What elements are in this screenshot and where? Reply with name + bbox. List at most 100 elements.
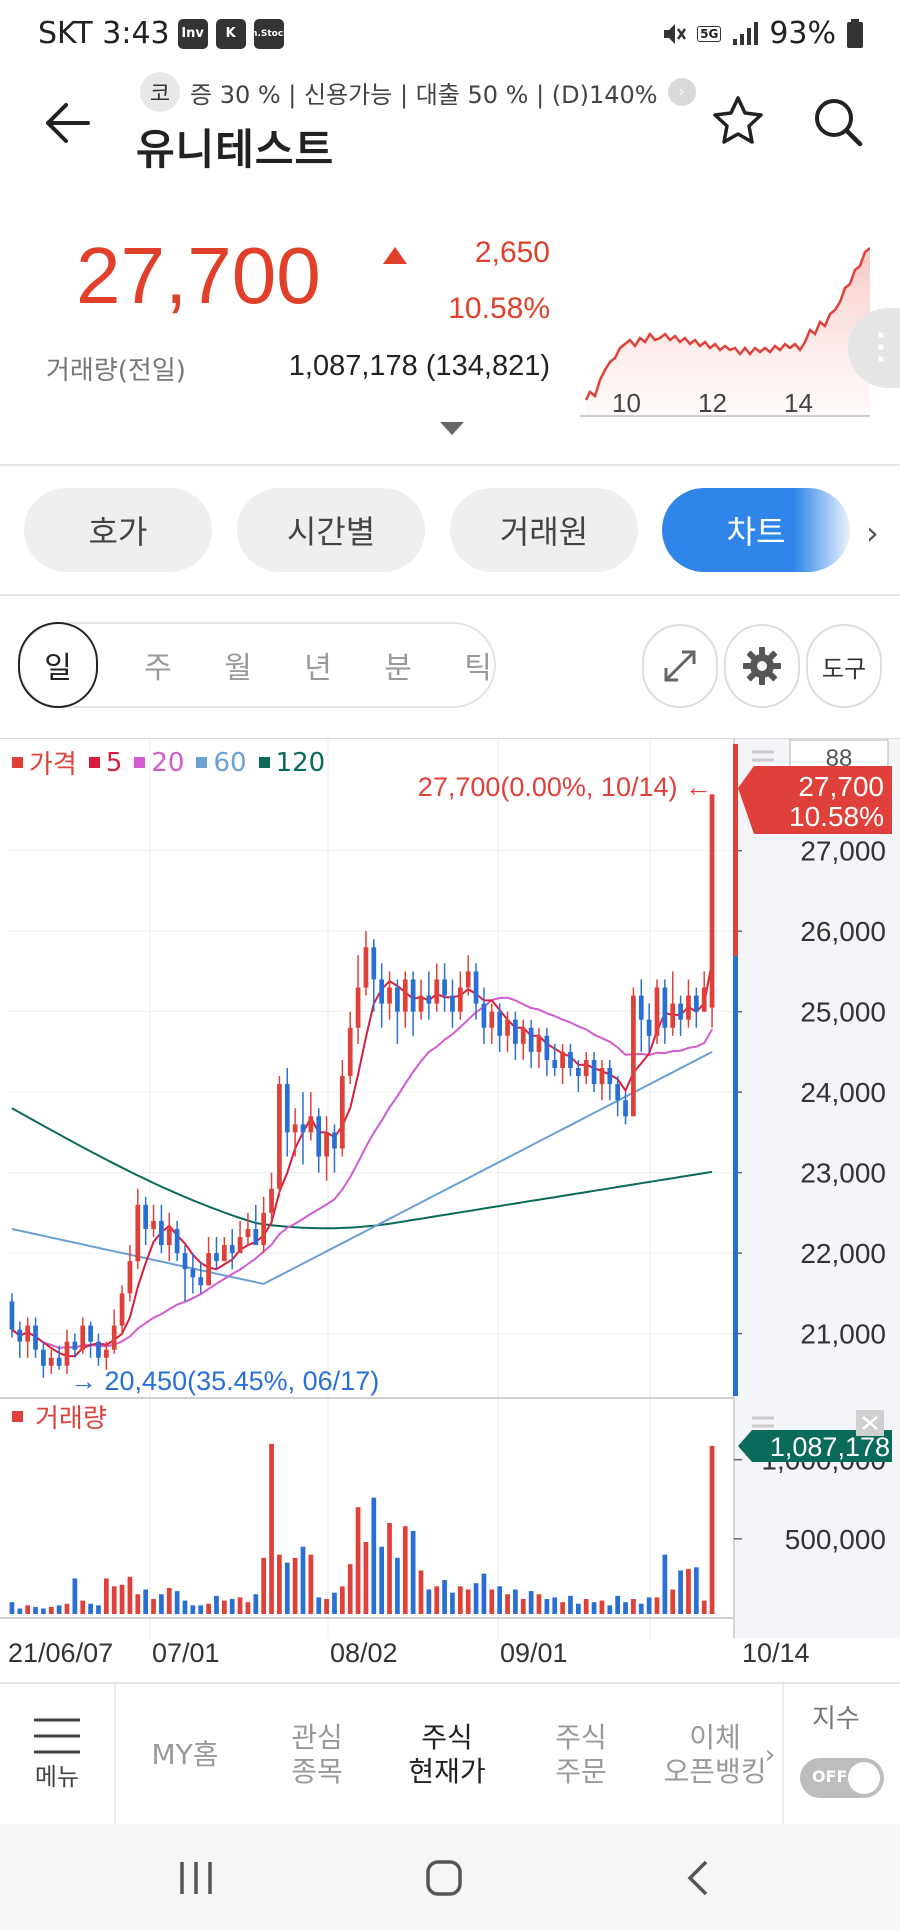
nav-my-home[interactable]: MY홈 (151, 1738, 219, 1771)
drawing-tools-button[interactable]: 도구 (806, 624, 882, 708)
legend-item: 60 (196, 747, 247, 778)
back-arrow-icon[interactable] (40, 95, 96, 151)
nav-watchlist-line1: 관심 (291, 1721, 343, 1754)
volume-legend: 거래량 (12, 1398, 107, 1435)
home-icon[interactable] (424, 1858, 464, 1898)
volume-bar (481, 1573, 487, 1614)
nav-stock-order[interactable]: 주식 주문 (526, 1684, 636, 1826)
notification-app-icon-1: Inv (177, 18, 208, 49)
candle-body (339, 1076, 345, 1149)
chevron-right-icon[interactable]: › (764, 1740, 776, 1770)
volume-bar (701, 1600, 707, 1614)
volume-bar (214, 1595, 219, 1614)
candle-body (426, 995, 432, 1004)
volume-bar (347, 1564, 353, 1614)
back-icon[interactable] (680, 1858, 720, 1898)
candle-body (64, 1341, 70, 1366)
chart-legend: 가격 5 20 60 120 (12, 744, 331, 781)
status-right: 5G 93% (661, 16, 864, 51)
x-axis-label: 08/02 (330, 1638, 398, 1668)
legend-label: 20 (151, 747, 185, 778)
candle-body (111, 1325, 117, 1350)
nav-transfer[interactable]: 이체 오픈뱅킹 (652, 1684, 778, 1826)
volume-bar (418, 1570, 424, 1614)
battery-icon (847, 18, 863, 48)
y-axis-label: 22,000 (800, 1238, 886, 1269)
candle-body (497, 1011, 503, 1036)
period-month[interactable]: 월 (224, 651, 252, 686)
stock-info-line[interactable]: 코 증 30 % | 신용가능 | 대출 50 % | (D)140% › (140, 72, 696, 112)
period-week[interactable]: 주 (144, 651, 172, 686)
volume-bar (316, 1597, 322, 1614)
volume-bar (544, 1599, 550, 1614)
period-minute[interactable]: 분 (384, 651, 412, 686)
volume-bar (166, 1587, 172, 1614)
candle-body (520, 1027, 526, 1044)
price-chart-area[interactable]: 27,000 26,000 25,000 24,000 23,000 22,000 21,0… (0, 738, 900, 1678)
legend-label: 60 (213, 747, 247, 778)
candle-body (25, 1325, 31, 1342)
y-axis-label: 21,000 (800, 1319, 886, 1350)
candlestick-chart[interactable]: 27,000 26,000 25,000 24,000 23,000 22,000 21,0… (0, 738, 900, 1638)
candle-body (253, 1228, 259, 1246)
menu-button[interactable]: 메뉴 (0, 1684, 116, 1826)
volume-bar (284, 1562, 290, 1614)
volume-bar (457, 1586, 463, 1614)
ma60-line (11, 1051, 713, 1286)
volume-bar (465, 1589, 471, 1614)
range-bar-down (733, 956, 738, 1396)
candle-body (536, 1035, 542, 1052)
fullscreen-button[interactable] (642, 624, 718, 708)
volume-bar (434, 1586, 440, 1614)
recent-apps-icon[interactable] (176, 1860, 216, 1896)
nav-stock-quote[interactable]: 주식 현재가 (392, 1684, 502, 1826)
candle-body (174, 1228, 180, 1254)
volume-bar (678, 1570, 683, 1614)
current-price-flag (738, 766, 892, 834)
volume-bar (127, 1576, 133, 1614)
candle-body (277, 1084, 282, 1189)
volume-bar (33, 1606, 38, 1614)
chevron-right-icon: › (667, 78, 696, 106)
period-year[interactable]: 년 (304, 651, 332, 686)
y-axis-label: 27,000 (800, 836, 886, 867)
up-triangle-icon (383, 247, 407, 264)
legend-swatch (12, 1411, 23, 1422)
tab-brokers[interactable]: 거래원 (450, 488, 638, 572)
index-toggle[interactable]: OFF (800, 1758, 884, 1798)
period-tick[interactable]: 틱 (464, 651, 492, 686)
volume-bar (623, 1602, 628, 1614)
mini-chart-tick: 10 (612, 388, 641, 418)
search-icon[interactable] (808, 92, 868, 152)
nav-transfer-line1: 이체 (689, 1721, 741, 1754)
tab-chart[interactable]: 차트 (662, 488, 850, 572)
chart-settings-button[interactable] (724, 624, 800, 708)
candle-body (709, 794, 715, 1008)
volume-bar (96, 1605, 101, 1614)
volume-bar (269, 1443, 274, 1614)
favorite-star-icon[interactable] (708, 92, 768, 152)
volume-current-label: 1,087,178 (770, 1432, 890, 1462)
candle-body (418, 995, 424, 1012)
period-day[interactable]: 일 (18, 622, 98, 708)
candle-body (88, 1325, 93, 1342)
tab-by-time[interactable]: 시간별 (237, 488, 425, 572)
volume-bar (229, 1599, 235, 1614)
volume-bar (206, 1603, 211, 1614)
volume-bar (245, 1602, 251, 1614)
volume-bar (442, 1580, 447, 1614)
signal-icon (733, 21, 759, 45)
volume-bar (552, 1597, 558, 1614)
status-bar: SKT 3:43 Inv K m.Stock 5G 93% (0, 0, 900, 70)
battery-percent: 93% (769, 16, 836, 51)
tab-orderbook[interactable]: 호가 (24, 488, 212, 572)
volume-bar (17, 1608, 23, 1614)
volume-bar (292, 1557, 298, 1614)
expand-caret-icon[interactable] (440, 422, 464, 435)
nav-watchlist[interactable]: 관심 종목 (262, 1684, 372, 1826)
chevron-right-icon[interactable]: › (866, 514, 879, 552)
volume-bar (615, 1595, 621, 1614)
candle-body (72, 1341, 78, 1350)
volume-bar (363, 1542, 369, 1614)
volume-value: 1,087,178 (134,821) (288, 350, 550, 382)
